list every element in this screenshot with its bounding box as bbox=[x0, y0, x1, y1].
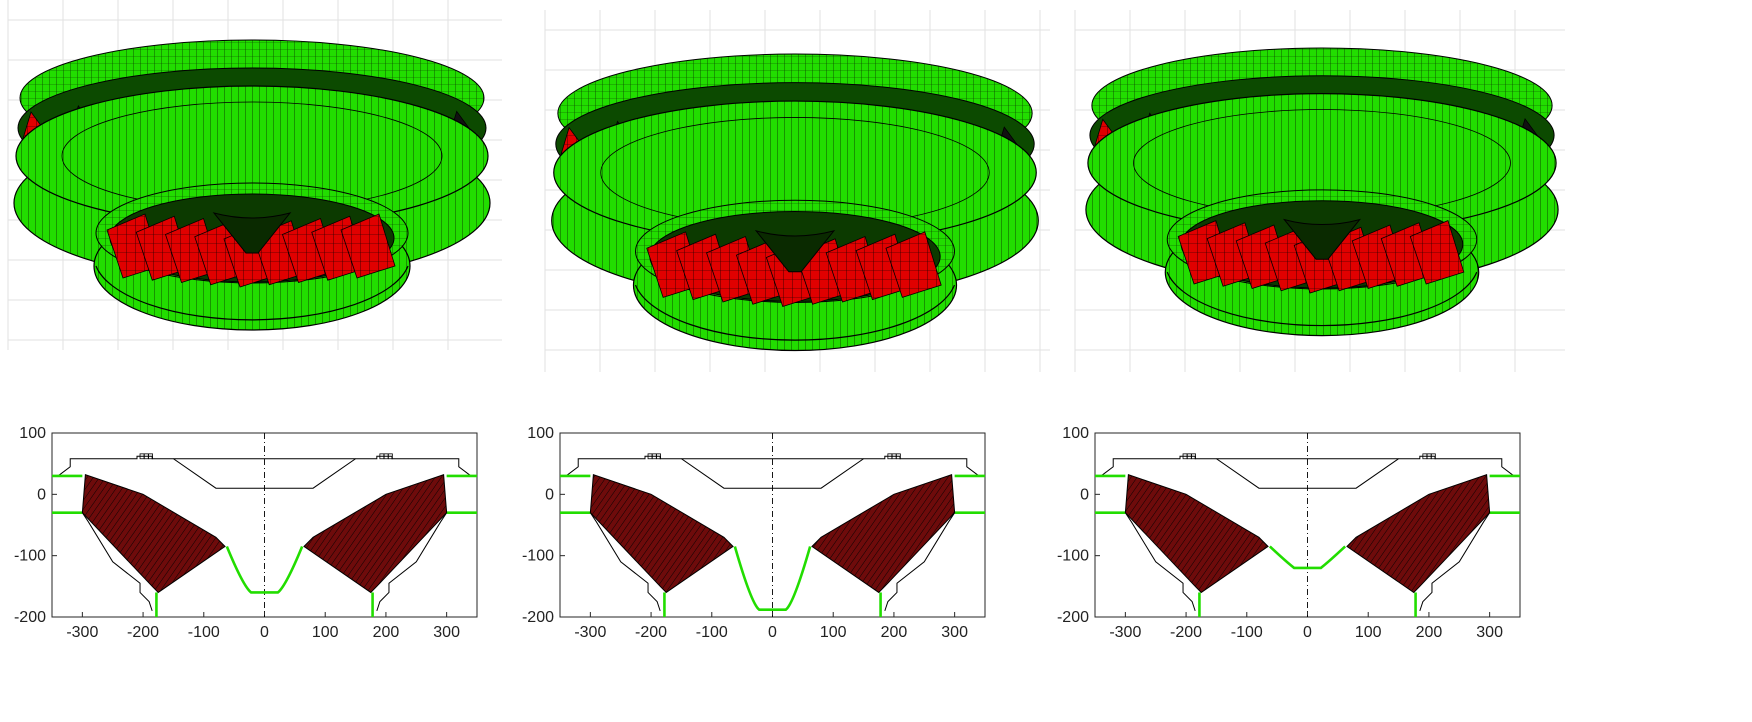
turbine-3d-views bbox=[7, 0, 1565, 372]
x-tick-label: 300 bbox=[941, 624, 968, 641]
right-blade-section bbox=[811, 474, 956, 594]
meridional-sections: -300 -200 -100 0 100 200 300 100 0 -100 -200 -300 -2… bbox=[14, 425, 1521, 641]
x-tick-label: -200 bbox=[1170, 624, 1202, 641]
y-tick-label: -200 bbox=[14, 609, 46, 626]
x-tick-label: 300 bbox=[433, 624, 460, 641]
upper-cover-outline bbox=[1100, 455, 1515, 489]
y-tick-label: 0 bbox=[1080, 486, 1089, 503]
section-plot-2: -300 -200 -100 0 100 200 300 100 0 -100 -200 bbox=[522, 425, 986, 641]
hub-profile bbox=[733, 546, 812, 611]
turbine-3d-view-2 bbox=[544, 10, 1050, 372]
left-blade-section bbox=[1124, 474, 1269, 594]
upper-cover-outline bbox=[565, 455, 980, 489]
x-tick-label: -300 bbox=[574, 624, 606, 641]
seal-tooth bbox=[387, 453, 393, 460]
seal-tooth bbox=[148, 453, 153, 460]
bowl-lip bbox=[1166, 271, 1478, 327]
x-tick-label: 0 bbox=[768, 624, 777, 641]
y-tick-label: 0 bbox=[37, 486, 46, 503]
seal-tooth bbox=[895, 453, 901, 460]
x-tick-label: -100 bbox=[1231, 624, 1263, 641]
x-tick-label: 200 bbox=[881, 624, 908, 641]
bowl-lip bbox=[95, 265, 409, 321]
section-plot-1: -300 -200 -100 0 100 200 300 100 0 -100 -200 bbox=[14, 425, 478, 641]
left-blade-section bbox=[81, 474, 226, 594]
x-tick-label: 100 bbox=[820, 624, 847, 641]
x-tick-label: -300 bbox=[1109, 624, 1141, 641]
x-tick-label: -200 bbox=[127, 624, 159, 641]
seal-tooth bbox=[656, 453, 661, 460]
x-tick-label: -100 bbox=[696, 624, 728, 641]
x-tick-label: 0 bbox=[260, 624, 269, 641]
bowl-lip bbox=[634, 284, 956, 341]
x-tick-label: 300 bbox=[1476, 624, 1503, 641]
y-tick-label: -100 bbox=[1057, 548, 1089, 565]
y-tick-label: -200 bbox=[522, 609, 554, 626]
y-tick-label: 100 bbox=[527, 425, 554, 442]
seal-tooth bbox=[1191, 453, 1196, 460]
y-tick-label: -100 bbox=[522, 548, 554, 565]
x-tick-label: 200 bbox=[373, 624, 400, 641]
y-tick-label: 100 bbox=[1062, 425, 1089, 442]
hub-cone bbox=[754, 230, 836, 273]
x-tick-label: 100 bbox=[1355, 624, 1382, 641]
x-tick-label: 200 bbox=[1416, 624, 1443, 641]
seal-tooth bbox=[1430, 453, 1436, 460]
hub-cone bbox=[1282, 218, 1362, 260]
upper-cover-outline bbox=[57, 455, 472, 489]
x-tick-label: -100 bbox=[188, 624, 220, 641]
right-blade-section bbox=[1346, 474, 1491, 594]
y-tick-label: 0 bbox=[545, 486, 554, 503]
y-tick-label: -100 bbox=[14, 548, 46, 565]
turbine-3d-view-1 bbox=[7, 0, 502, 350]
x-tick-label: 100 bbox=[312, 624, 339, 641]
y-tick-label: -200 bbox=[1057, 609, 1089, 626]
hub-profile bbox=[1268, 545, 1347, 570]
hub-profile bbox=[225, 545, 304, 594]
y-tick-label: 100 bbox=[19, 425, 46, 442]
x-tick-label: 0 bbox=[1303, 624, 1312, 641]
section-plot-3: -300 -200 -100 0 100 200 300 100 0 -100 -200 bbox=[1057, 425, 1521, 641]
x-tick-label: -300 bbox=[66, 624, 98, 641]
right-blade-section bbox=[303, 474, 448, 594]
turbine-3d-view-3 bbox=[1074, 10, 1565, 372]
x-tick-label: -200 bbox=[635, 624, 667, 641]
hub-cone bbox=[212, 212, 292, 254]
left-blade-section bbox=[589, 474, 734, 594]
